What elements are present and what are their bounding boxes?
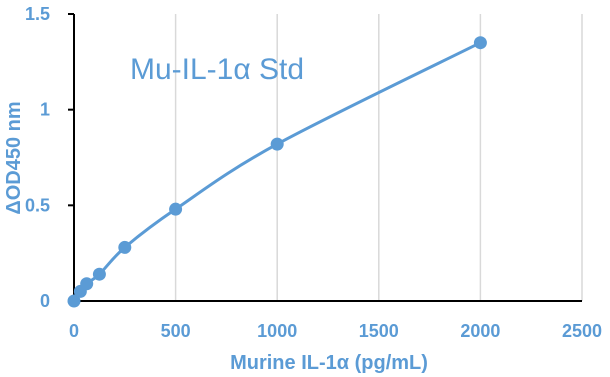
grid-lines <box>174 14 583 301</box>
data-point <box>92 267 106 281</box>
axes <box>68 13 582 302</box>
chart-title: Mu-IL-1α Std <box>130 53 304 86</box>
data-point <box>473 36 487 50</box>
data-point <box>118 240 132 254</box>
x-tick-label: 500 <box>161 321 191 341</box>
data-point <box>169 202 183 216</box>
data-points <box>67 36 487 308</box>
x-tick-label: 2500 <box>562 321 602 341</box>
y-tick-label: 0 <box>40 291 50 311</box>
x-tick-label: 1000 <box>257 321 297 341</box>
x-tick-label: 2000 <box>460 321 500 341</box>
data-point <box>67 294 81 308</box>
x-tick-label: 0 <box>69 321 79 341</box>
y-tick-label: 0.5 <box>25 195 50 215</box>
x-axis-title: Murine IL-1α (pg/mL) <box>230 352 428 374</box>
data-point <box>270 137 284 151</box>
y-tick-labels: 0 0.5 1 1.5 <box>25 4 50 311</box>
data-point <box>80 277 94 291</box>
y-tick-label: 1 <box>40 100 50 120</box>
y-axis-title: ΔOD450 nm <box>3 101 25 214</box>
y-tick-label: 1.5 <box>25 4 50 24</box>
x-tick-label: 1500 <box>359 321 399 341</box>
x-tick-labels: 0 500 1000 1500 2000 2500 <box>69 321 602 341</box>
